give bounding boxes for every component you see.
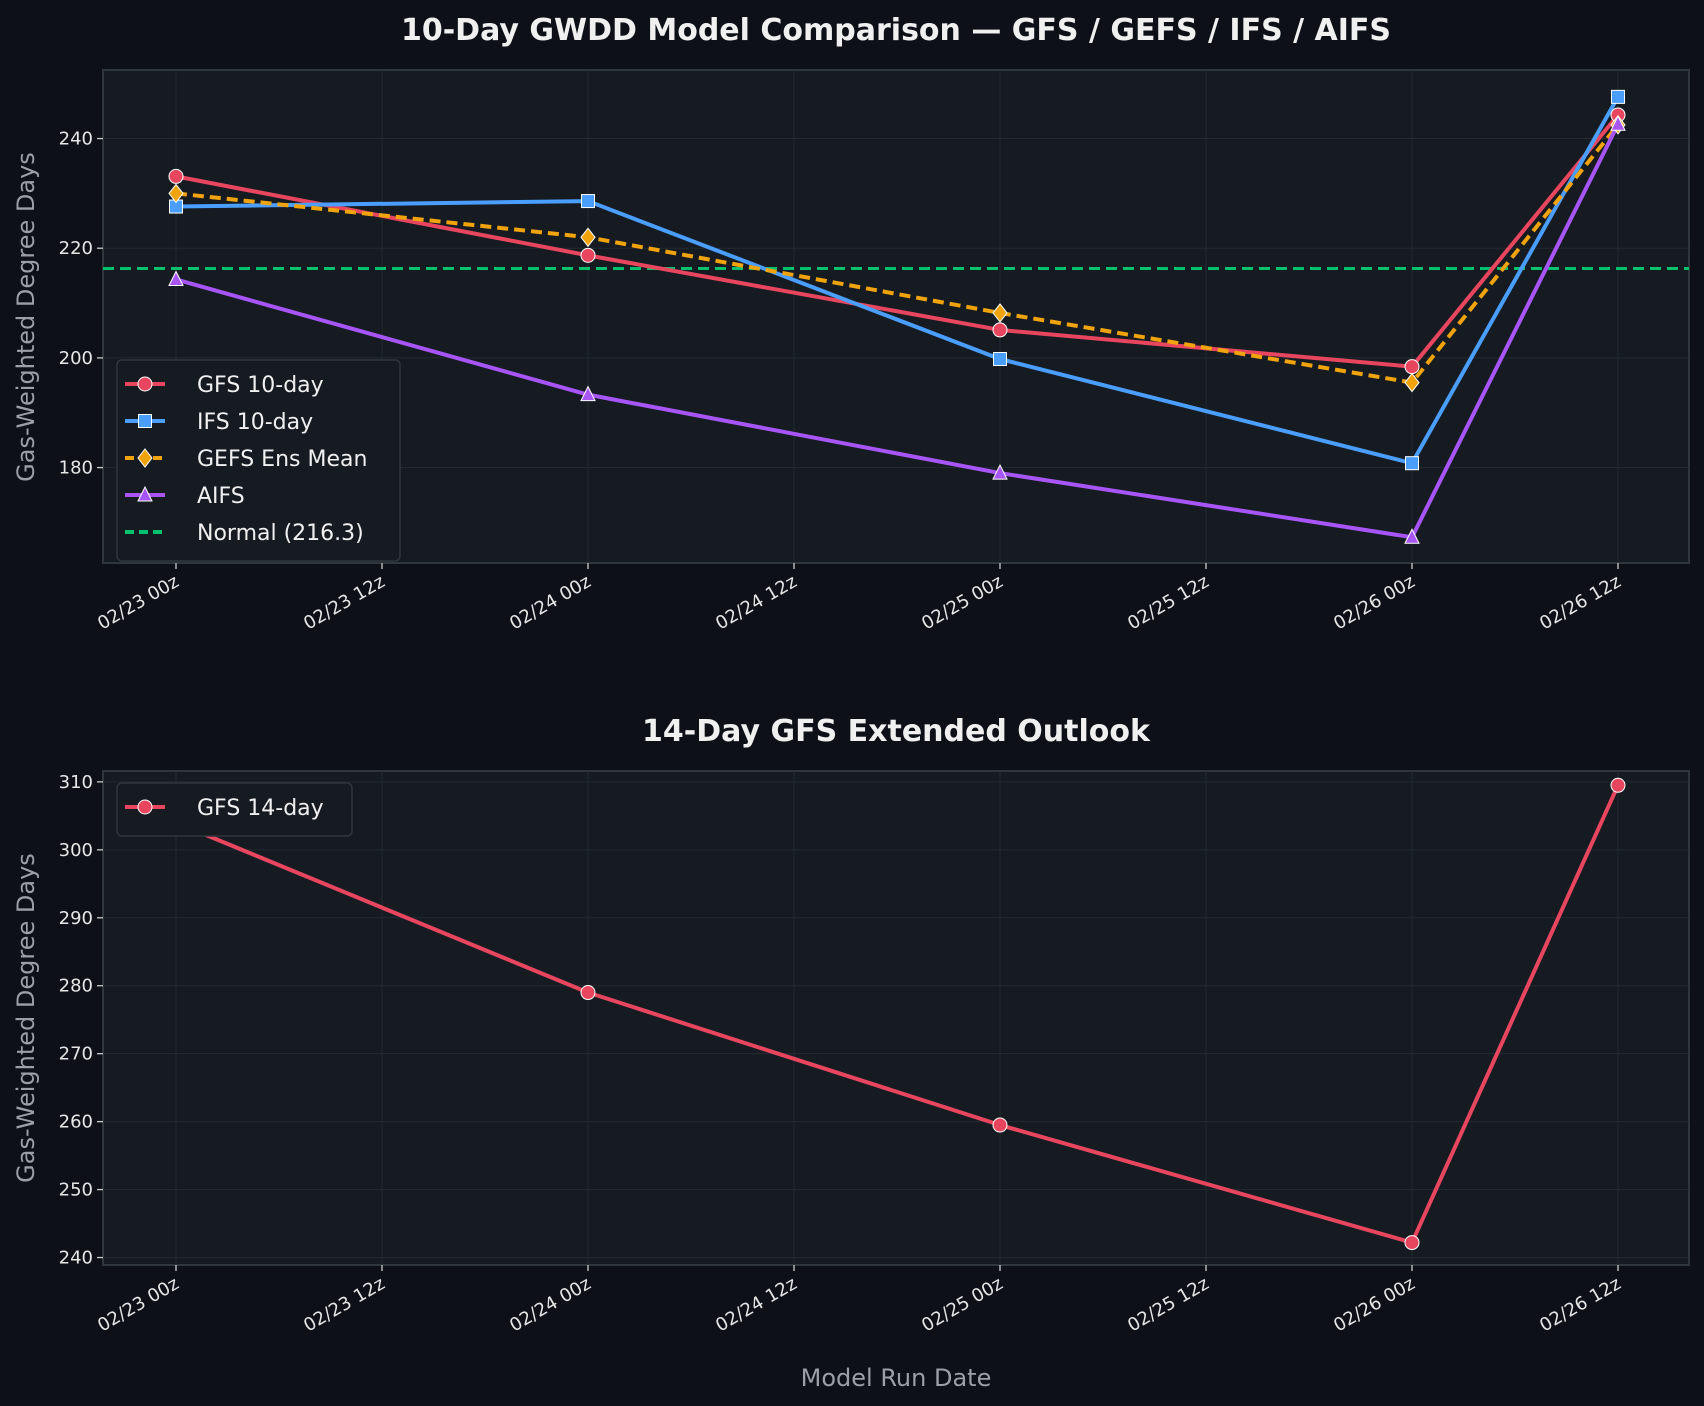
data-point-ifs-10-day <box>993 352 1007 366</box>
plot-area <box>102 770 1690 1266</box>
chart-title-top: 10-Day GWDD Model Comparison — GFS / GEF… <box>401 13 1391 48</box>
legend: GFS 10-day IFS 10-day GEFS Ens Mean AIFS Nor… <box>116 359 401 562</box>
y-tick-label: 300 <box>59 840 93 861</box>
y-tick-label: 240 <box>59 129 93 150</box>
legend-swatch-marker <box>137 448 153 468</box>
data-point-ifs-10-day <box>581 194 595 209</box>
data-point-gfs-14-day <box>580 985 596 1001</box>
data-point-gfs-14-day <box>1610 777 1626 793</box>
legend-label: GEFS Ens Mean <box>197 447 367 472</box>
y-tick-label: 270 <box>59 1044 93 1065</box>
legend-swatch-marker <box>137 376 153 392</box>
data-point-aifs <box>1610 115 1626 131</box>
y-tick-label: 290 <box>59 908 93 929</box>
data-point-gfs-10-day <box>580 247 596 263</box>
data-point-aifs <box>580 385 596 402</box>
x-axis-label: Model Run Date <box>801 1364 992 1392</box>
data-point-aifs <box>992 463 1008 480</box>
y-axis-label-top: Gas-Weighted Degree Days <box>12 152 40 482</box>
y-tick-label: 200 <box>59 348 93 369</box>
data-point-gfs-10-day <box>168 168 184 184</box>
legend: GFS 14-day <box>116 782 353 837</box>
legend-box <box>116 782 353 837</box>
data-point-gfs-10-day <box>992 322 1008 338</box>
y-tick-label: 250 <box>59 1180 93 1201</box>
data-point-gfs-10-day <box>1404 359 1420 375</box>
y-tick-label: 280 <box>59 976 93 997</box>
chart-title-bottom: 14-Day GFS Extended Outlook <box>642 714 1151 749</box>
y-tick-label: 260 <box>59 1112 93 1133</box>
data-point-gfs-14-day <box>1404 1235 1420 1251</box>
data-point-gefs-ens-mean <box>580 227 596 248</box>
y-tick-label: 180 <box>59 458 93 479</box>
data-point-aifs <box>1404 528 1420 544</box>
data-point-ifs-10-day <box>1405 456 1419 471</box>
data-point-gfs-14-day <box>992 1117 1008 1133</box>
plot-top: 02/23 00z 02/23 12z 02/24 00z 02/24 12z 02/2… <box>59 69 1690 634</box>
y-tick-label: 310 <box>59 772 93 793</box>
legend-swatch-marker <box>137 799 153 815</box>
y-tick-label: 220 <box>59 238 93 259</box>
legend-swatch-marker <box>138 414 152 428</box>
y-axis-label-bottom: Gas-Weighted Degree Days <box>12 853 40 1183</box>
y-tick-label: 240 <box>59 1248 93 1269</box>
data-point-ifs-10-day <box>1611 89 1625 104</box>
data-point-gefs-ens-mean <box>992 303 1008 323</box>
legend-swatch-marker <box>137 485 153 502</box>
legend-label: AIFS <box>197 484 245 509</box>
legend-box <box>116 359 401 562</box>
legend-label: GFS 10-day <box>197 373 324 398</box>
plot-bottom: 02/23 00z 02/23 12z 02/24 00z 02/24 12z 02/2… <box>59 770 1690 1336</box>
legend-label: GFS 14-day <box>197 796 324 821</box>
data-point-aifs <box>168 270 184 286</box>
legend-label: IFS 10-day <box>197 410 313 435</box>
legend-label: Normal (216.3) <box>197 521 364 546</box>
data-point-gefs-ens-mean <box>1404 372 1420 393</box>
data-point-gefs-ens-mean <box>168 183 184 204</box>
